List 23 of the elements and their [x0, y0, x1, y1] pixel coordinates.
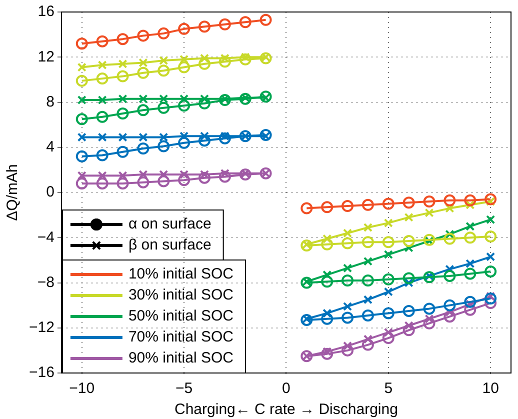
- x-tick-label: 10: [482, 380, 499, 398]
- y-tick-label: −12: [28, 319, 54, 336]
- legend-label: α on surface: [128, 216, 212, 233]
- x-tick-label: 5: [384, 380, 393, 398]
- legend-label: β on surface: [128, 236, 212, 254]
- legend-label: 70% initial SOC: [128, 328, 234, 346]
- legend-label: 10% initial SOC: [128, 266, 234, 283]
- x-axis-title: Charging← C rate → Discharging: [174, 401, 398, 418]
- legend-label: 90% initial SOC: [128, 350, 234, 367]
- x-tick-label: 0: [282, 380, 290, 398]
- y-tick-label: 12: [38, 48, 54, 66]
- y-tick-label: 4: [46, 138, 54, 156]
- y-tick-label: −8: [37, 274, 54, 291]
- legend-label: 50% initial SOC: [128, 308, 234, 325]
- y-tick-label: −4: [37, 228, 54, 246]
- x-tick-label: −5: [175, 380, 193, 398]
- y-tick-label: 8: [46, 93, 54, 110]
- y-tick-label: 0: [46, 184, 54, 201]
- y-tick-label: 16: [38, 3, 54, 20]
- x-tick-label: −10: [69, 380, 95, 398]
- y-tick-label: −16: [28, 364, 54, 382]
- y-axis-title: ΔQ/mAh: [4, 164, 22, 221]
- legend-label: 30% initial SOC: [128, 286, 234, 304]
